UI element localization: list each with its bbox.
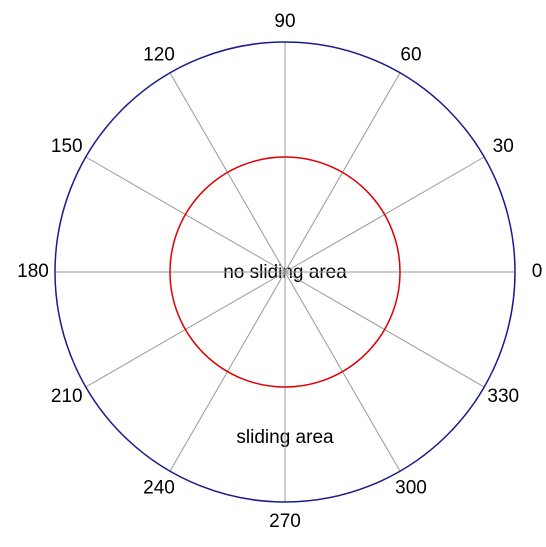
circle-line — [54, 41, 516, 503]
theta-tick-label: 90 — [274, 11, 295, 32]
theta-tick-label: 300 — [395, 478, 427, 499]
theta-tick-label: 30 — [493, 136, 514, 157]
circle-line — [169, 156, 401, 388]
theta-tick-label: 180 — [17, 261, 49, 282]
theta-tick-label: 150 — [51, 136, 83, 157]
theta-tick-label: 120 — [143, 45, 175, 66]
theta-tick-label: 210 — [51, 386, 83, 407]
theta-tick-label: 240 — [143, 478, 175, 499]
theta-tick-label: 270 — [269, 511, 301, 532]
theta-tick-label: 0 — [532, 261, 543, 282]
theta-tick-label: 330 — [487, 386, 519, 407]
theta-tick-label: 60 — [400, 45, 421, 66]
